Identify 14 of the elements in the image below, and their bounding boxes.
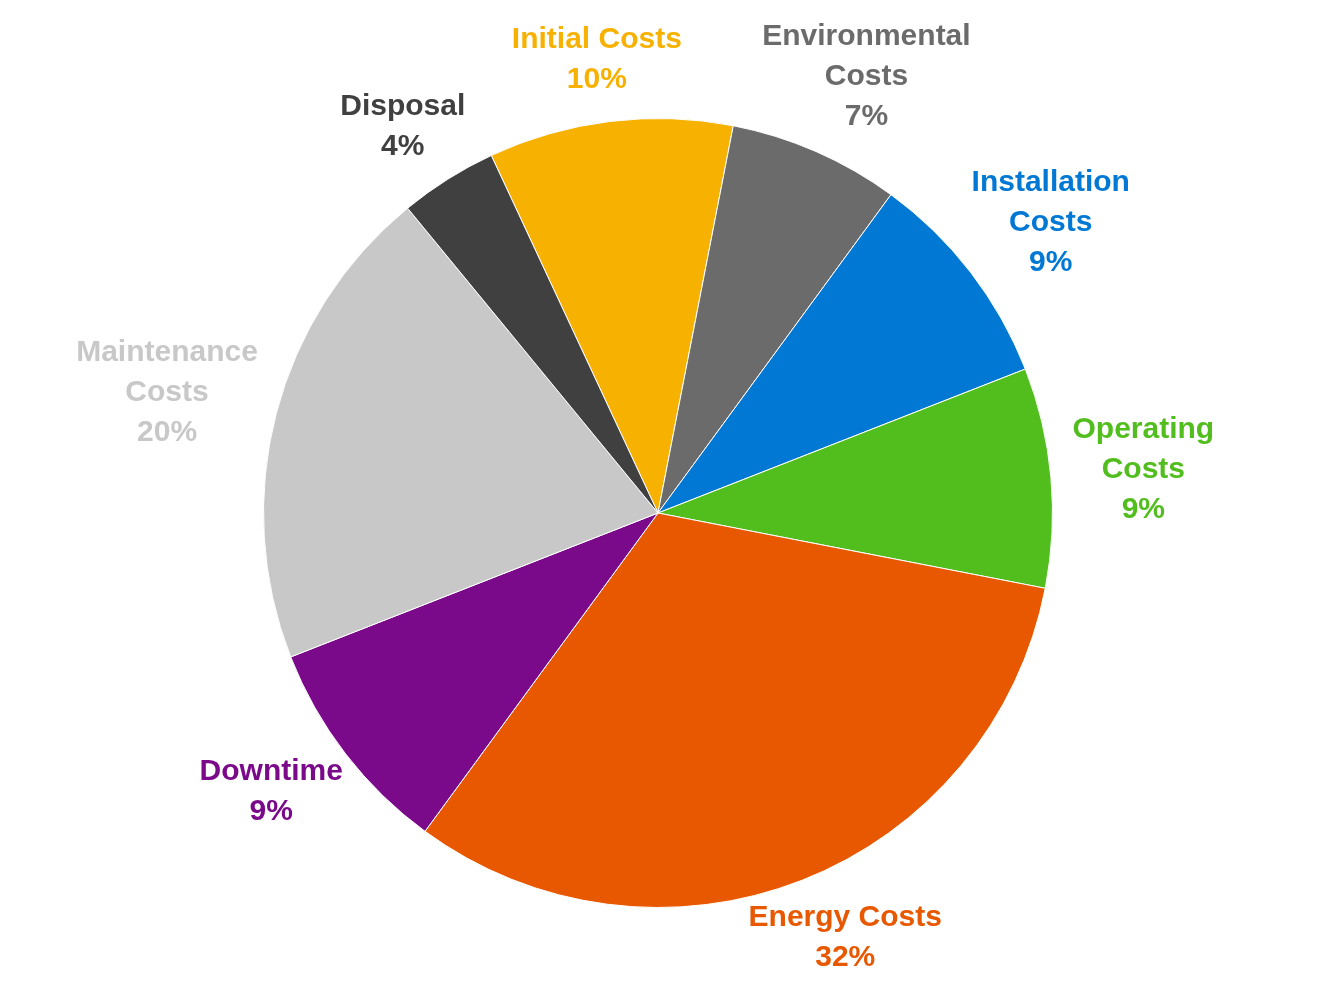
slice-label: Operating Costs (1072, 411, 1215, 485)
slice-label: Initial Costs (511, 21, 682, 55)
slice-label: Disposal (340, 87, 466, 121)
slice-label: Installation Costs (971, 163, 1130, 237)
data-label: 9% (1029, 243, 1073, 277)
slice-label: Environmental Costs (762, 17, 971, 91)
data-label: 32% (815, 939, 876, 973)
slice-label: Energy Costs (748, 899, 942, 933)
data-label: 9% (1121, 491, 1166, 525)
data-label: 7% (844, 97, 889, 131)
data-label: 10% (566, 61, 627, 95)
data-label: 4% (381, 127, 425, 161)
data-label: 9% (249, 792, 293, 826)
slice-label: Downtime (199, 752, 343, 786)
